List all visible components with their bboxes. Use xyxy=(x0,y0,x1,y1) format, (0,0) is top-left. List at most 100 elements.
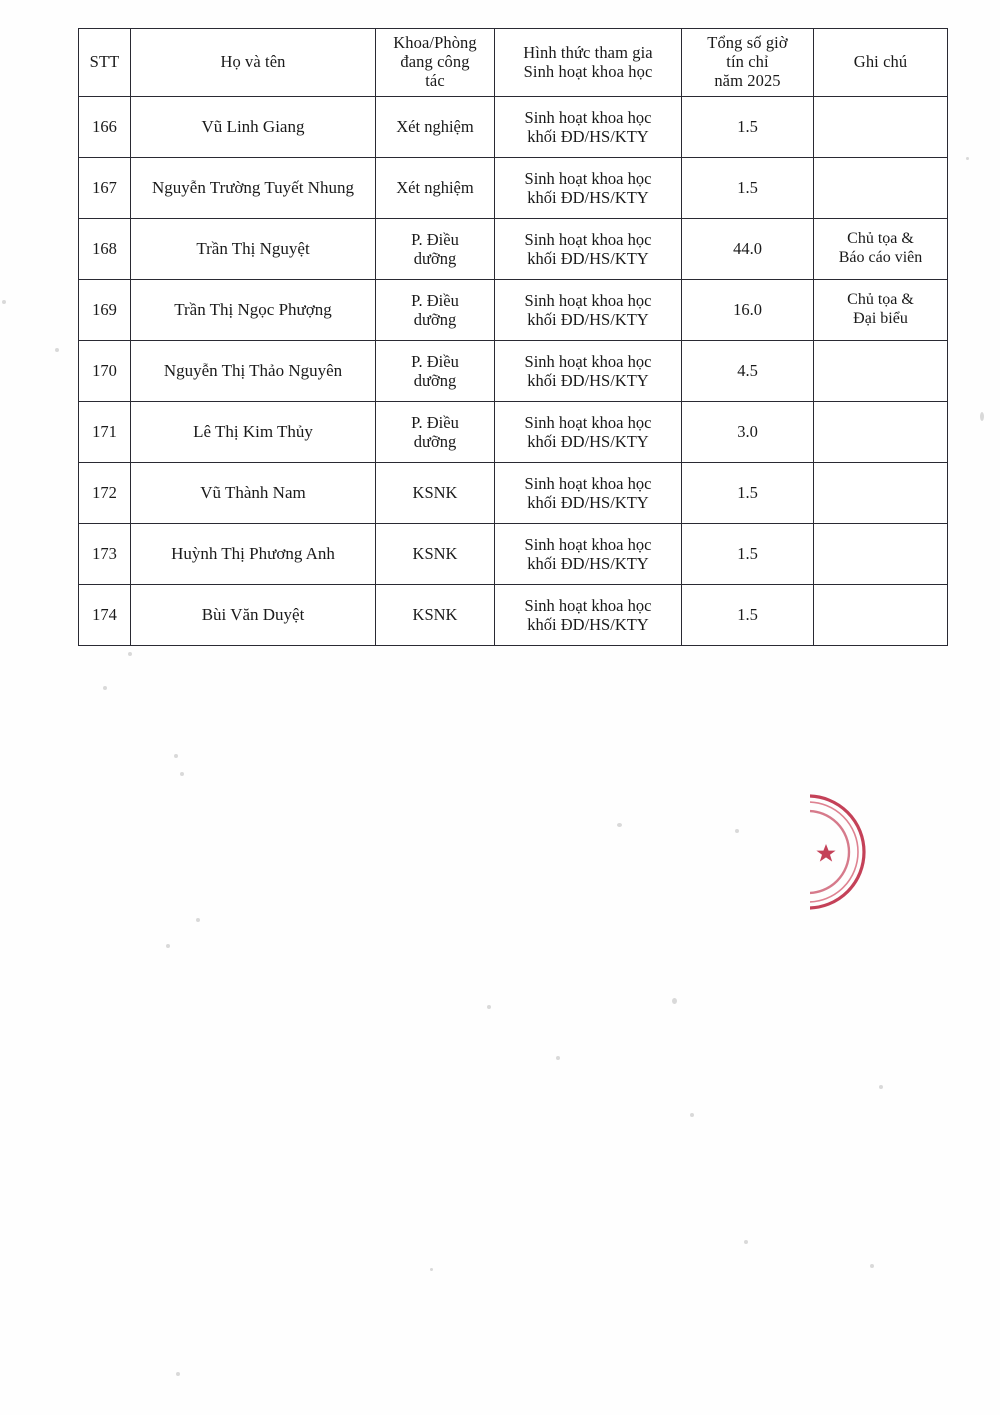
cell-form-l2: khối ĐD/HS/KTY xyxy=(527,493,649,512)
scan-speck xyxy=(430,1268,433,1271)
cell-note xyxy=(813,523,948,585)
cell-stt: 171 xyxy=(78,401,131,463)
table-row: 169 Trần Thị Ngọc Phượng P. Điều dưỡng S… xyxy=(78,279,948,341)
cell-department: P. Điều dưỡng xyxy=(375,340,495,402)
cell-note xyxy=(813,96,948,158)
cell-stt: 167 xyxy=(78,157,131,219)
cell-form-l2: khối ĐD/HS/KTY xyxy=(527,188,649,207)
cell-department-l1: KSNK xyxy=(412,544,458,564)
cell-name: Lê Thị Kim Thủy xyxy=(130,401,376,463)
header-text-department-l1: Khoa/Phòng xyxy=(393,33,477,53)
cell-form-l2: khối ĐD/HS/KTY xyxy=(527,615,649,634)
scan-speck xyxy=(870,1264,874,1268)
header-text-hours-l3: năm 2025 xyxy=(714,70,781,90)
cell-participation-form: Sinh hoạt khoa học khối ĐD/HS/KTY xyxy=(494,279,682,341)
cell-note xyxy=(813,401,948,463)
cell-form-l2: khối ĐD/HS/KTY xyxy=(527,310,649,329)
table-row: 168 Trần Thị Nguyệt P. Điều dưỡng Sinh h… xyxy=(78,218,948,280)
cell-name: Vũ Linh Giang xyxy=(130,96,376,158)
cell-department-l2: dưỡng xyxy=(413,310,457,329)
scan-speck xyxy=(672,998,677,1004)
cell-name: Trần Thị Nguyệt xyxy=(130,218,376,280)
table-row: 172 Vũ Thành Nam KSNK Sinh hoạt khoa học… xyxy=(78,462,948,524)
column-header-note: Ghi chú xyxy=(813,28,948,97)
header-text-hours-l1: Tổng số giờ xyxy=(707,33,788,53)
cell-stt: 168 xyxy=(78,218,131,280)
cell-form-l1: Sinh hoạt khoa học xyxy=(524,107,652,127)
cell-stt: 172 xyxy=(78,462,131,524)
column-header-name: Họ và tên xyxy=(130,28,376,97)
cell-form-l1: Sinh hoạt khoa học xyxy=(524,168,652,188)
cell-department: KSNK xyxy=(375,584,495,646)
cell-note xyxy=(813,462,948,524)
scan-speck xyxy=(174,754,178,758)
cell-total-hours: 44.0 xyxy=(681,218,814,280)
table-row: 173 Huỳnh Thị Phương Anh KSNK Sinh hoạt … xyxy=(78,523,948,585)
cell-department: Xét nghiệm xyxy=(375,157,495,219)
cell-name: Nguyễn Thị Thảo Nguyên xyxy=(130,340,376,402)
cell-stt: 169 xyxy=(78,279,131,341)
cell-note: Chủ tọa & Báo cáo viên xyxy=(813,218,948,280)
cell-total-hours: 1.5 xyxy=(681,96,814,158)
cell-stt: 174 xyxy=(78,584,131,646)
cell-department-l1: Xét nghiệm xyxy=(396,178,474,198)
table-row: 166 Vũ Linh Giang Xét nghiệm Sinh hoạt k… xyxy=(78,96,948,158)
cell-participation-form: Sinh hoạt khoa học khối ĐD/HS/KTY xyxy=(494,157,682,219)
header-text-name: Họ và tên xyxy=(220,52,286,72)
cell-note-l2: Đại biểu xyxy=(853,310,908,327)
header-text-stt: STT xyxy=(89,52,120,72)
records-table: STT Họ và tên Khoa/Phòng đang công tác H… xyxy=(78,28,948,646)
cell-department-l1: P. Điều xyxy=(411,351,459,371)
cell-form-l2: khối ĐD/HS/KTY xyxy=(527,249,649,268)
cell-stt: 170 xyxy=(78,340,131,402)
scan-speck xyxy=(176,1372,180,1376)
table-row: 167 Nguyễn Trường Tuyết Nhung Xét nghiệm… xyxy=(78,157,948,219)
column-header-total-hours: Tổng số giờ tín chỉ năm 2025 xyxy=(681,28,814,97)
scan-speck xyxy=(2,300,6,304)
cell-department-l1: P. Điều xyxy=(411,290,459,310)
scan-speck xyxy=(966,157,969,160)
header-row: STT Họ và tên Khoa/Phòng đang công tác H… xyxy=(78,28,948,97)
column-header-stt: STT xyxy=(78,28,131,97)
scan-speck xyxy=(744,1240,748,1244)
cell-form-l1: Sinh hoạt khoa học xyxy=(524,473,652,493)
scan-speck xyxy=(487,1005,491,1009)
scan-speck xyxy=(103,686,107,690)
table-row: 174 Bùi Văn Duyệt KSNK Sinh hoạt khoa họ… xyxy=(78,584,948,646)
cell-note xyxy=(813,584,948,646)
cell-total-hours: 3.0 xyxy=(681,401,814,463)
red-seal-stamp: H . H . N . V . H xyxy=(786,782,906,922)
cell-department: P. Điều dưỡng xyxy=(375,279,495,341)
cell-note-l1: Chủ tọa & xyxy=(847,230,914,248)
table-row: 170 Nguyễn Thị Thảo Nguyên P. Điều dưỡng… xyxy=(78,340,948,402)
cell-department-l1: KSNK xyxy=(412,605,458,625)
cell-department-l1: KSNK xyxy=(412,483,458,503)
scan-speck xyxy=(556,1056,560,1060)
cell-total-hours: 1.5 xyxy=(681,462,814,524)
column-header-participation-form: Hình thức tham gia Sinh hoạt khoa học xyxy=(494,28,682,97)
cell-department-l1: Xét nghiệm xyxy=(396,117,474,137)
cell-department-l1: P. Điều xyxy=(411,412,459,432)
cell-total-hours: 1.5 xyxy=(681,584,814,646)
header-text-hours-l2: tín chỉ xyxy=(726,52,769,72)
cell-total-hours: 1.5 xyxy=(681,523,814,585)
scan-speck xyxy=(617,823,622,827)
cell-department-l1: P. Điều xyxy=(411,229,459,249)
header-text-department-l3: tác xyxy=(425,70,445,90)
cell-total-hours: 4.5 xyxy=(681,340,814,402)
cell-stt: 166 xyxy=(78,96,131,158)
cell-form-l1: Sinh hoạt khoa học xyxy=(524,534,652,554)
cell-department-l2: dưỡng xyxy=(413,432,457,451)
cell-stt: 173 xyxy=(78,523,131,585)
cell-department: P. Điều dưỡng xyxy=(375,401,495,463)
cell-participation-form: Sinh hoạt khoa học khối ĐD/HS/KTY xyxy=(494,523,682,585)
scan-speck xyxy=(690,1113,694,1117)
column-header-department: Khoa/Phòng đang công tác xyxy=(375,28,495,97)
seal-core-ring xyxy=(810,809,851,895)
header-text-department-l2: đang công xyxy=(400,52,470,72)
table-row: 171 Lê Thị Kim Thủy P. Điều dưỡng Sinh h… xyxy=(78,401,948,463)
header-text-note: Ghi chú xyxy=(853,52,908,72)
cell-total-hours: 16.0 xyxy=(681,279,814,341)
cell-note-l1: Chủ tọa & xyxy=(847,291,914,309)
